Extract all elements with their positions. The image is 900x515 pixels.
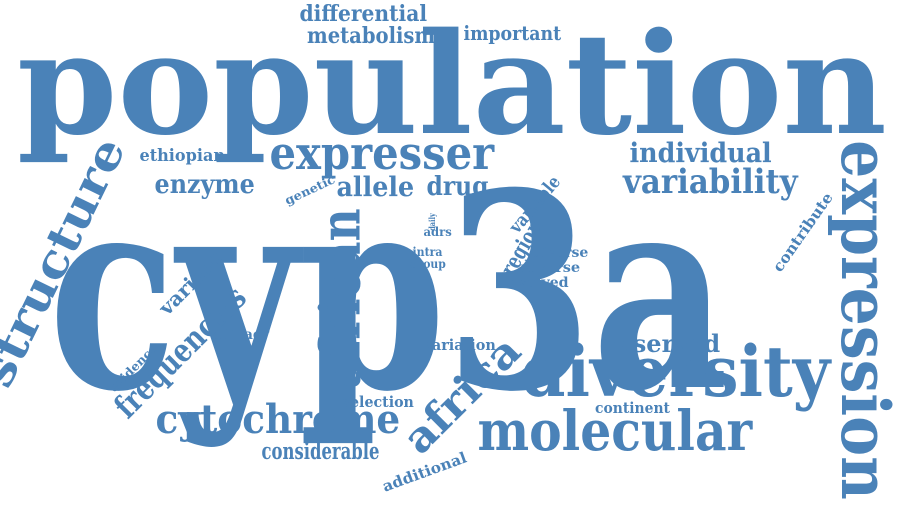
word-intra: intra [411,245,442,259]
word-ethiopian: ethiopian [138,145,225,166]
word-selection: selection [342,392,414,411]
word-diversity: diversity [519,330,830,413]
word-cytochrome: cytochrome [155,396,401,443]
word-daily: daily [426,213,437,231]
word-molecular: molecular [477,397,753,463]
word-expression: expression [825,140,900,500]
word-efficacy: efficacy [210,327,269,343]
word-enzyme: enzyme [154,170,255,200]
word-considerable: considerable [261,437,379,465]
word-important: important [462,21,561,45]
word-african: african [307,207,373,389]
word-adrs: adrs [422,225,452,239]
word-drug: drug [425,172,488,202]
word-differential: differential [298,1,427,27]
word-cyp3a: cyp3a [47,133,728,451]
word-allele: allele [335,171,414,203]
word-adverse: adverse [518,260,581,276]
word-diverse: diverse [532,245,589,261]
word-involved: involved [502,275,569,291]
word-group: group [409,257,446,271]
word-metabolism: metabolism [306,23,436,49]
word-variability: variability [622,162,798,202]
word-population: population [16,3,887,167]
word-individual: individual [629,137,772,169]
word-expresser: expresser [269,126,495,180]
word-variation: variation [423,335,496,354]
word-observed: observed [600,329,721,358]
word-continent: continent [594,398,670,417]
